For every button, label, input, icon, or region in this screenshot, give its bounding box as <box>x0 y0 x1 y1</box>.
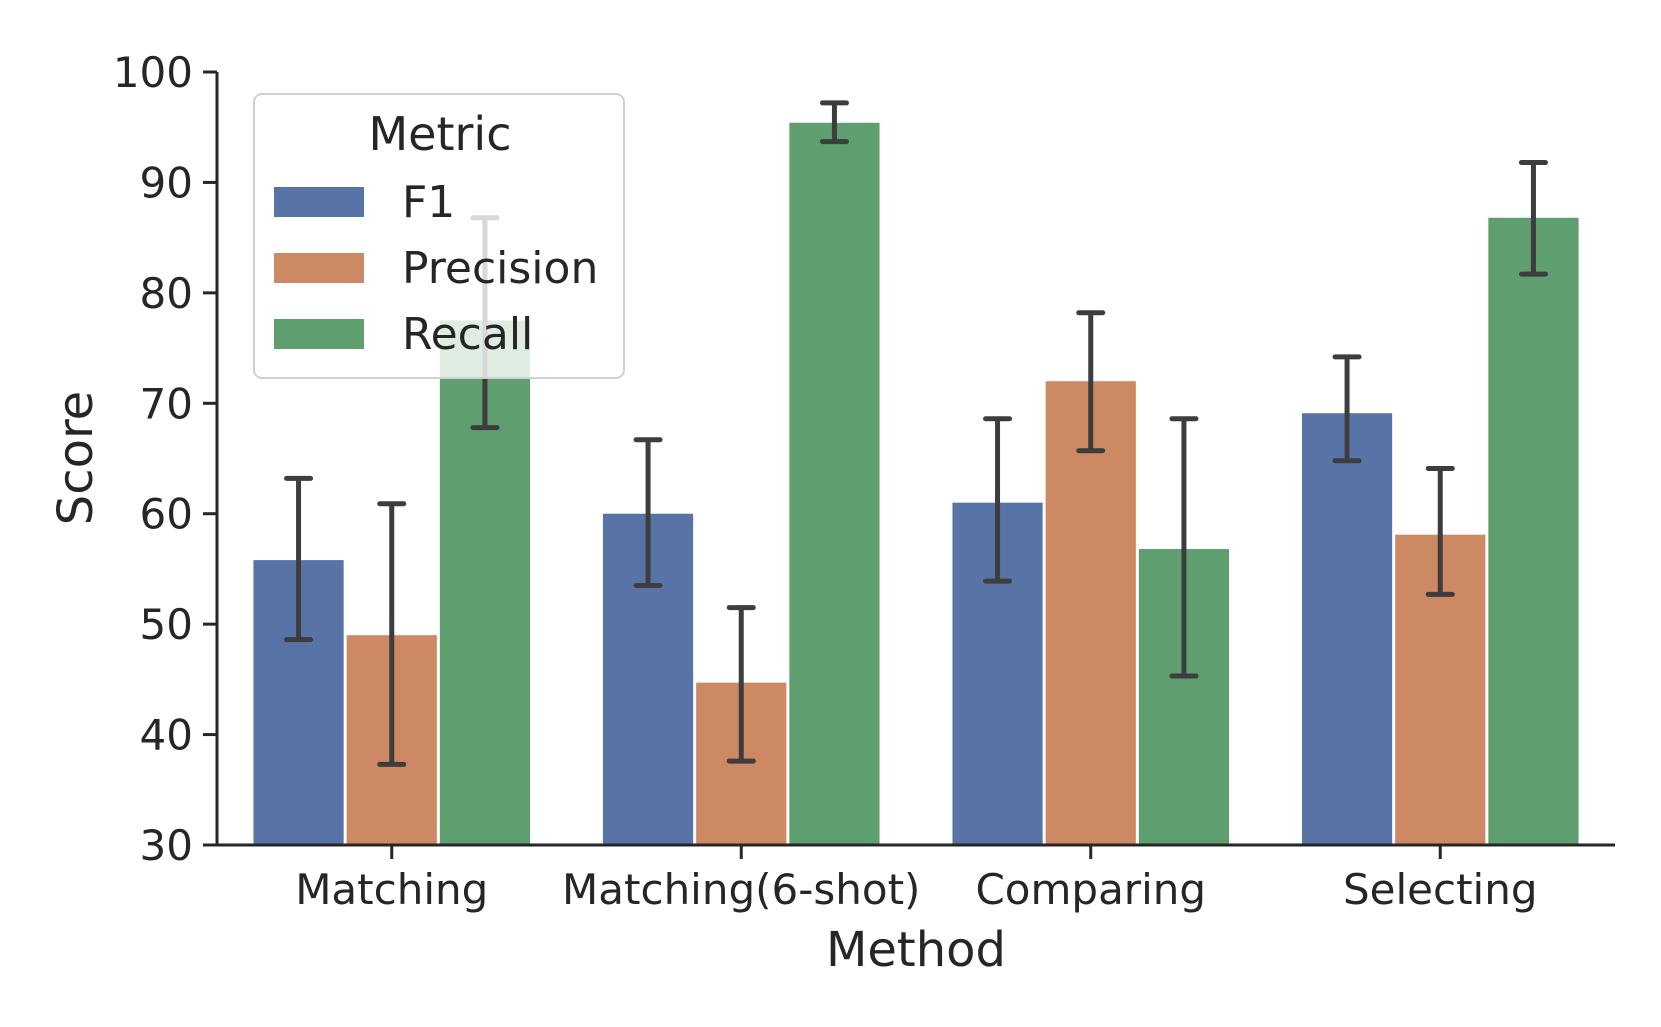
y-tick-label: 40 <box>140 711 193 760</box>
axes-layer: 30 40 50 60 70 80 90 100 Matching Matching(6-shot… <box>48 48 1615 978</box>
x-axis-label: Method <box>826 922 1006 978</box>
legend-swatch <box>274 187 364 217</box>
legend-label: Recall <box>402 309 533 360</box>
bar-f1 <box>1301 413 1393 845</box>
x-tick-label: Selecting <box>1343 865 1538 914</box>
y-tick-label: 100 <box>113 48 193 97</box>
legend: Metric F1 Precision Recall <box>253 93 625 379</box>
bar-precision <box>1045 381 1136 845</box>
legend-title: Metric <box>368 107 511 161</box>
bar-recall <box>789 122 880 846</box>
y-tick-label: 60 <box>140 490 193 539</box>
legend-label: F1 <box>402 177 455 228</box>
bars-layer <box>253 122 1579 846</box>
y-axis-label: Score <box>48 391 104 525</box>
y-tick-label: 50 <box>140 600 193 649</box>
y-tick-label: 90 <box>140 158 193 207</box>
y-tick-label: 30 <box>140 821 193 870</box>
x-tick-label: Matching(6-shot) <box>562 865 920 914</box>
legend-frame <box>253 93 625 379</box>
y-tick-label: 70 <box>140 379 193 428</box>
x-tick-label: Comparing <box>975 865 1206 914</box>
legend-swatch <box>274 253 364 283</box>
x-tick-label: Matching <box>295 865 488 914</box>
legend-label: Precision <box>402 243 598 294</box>
legend-swatch <box>274 319 364 349</box>
bar-recall <box>1488 217 1579 845</box>
y-tick-label: 80 <box>140 269 193 318</box>
